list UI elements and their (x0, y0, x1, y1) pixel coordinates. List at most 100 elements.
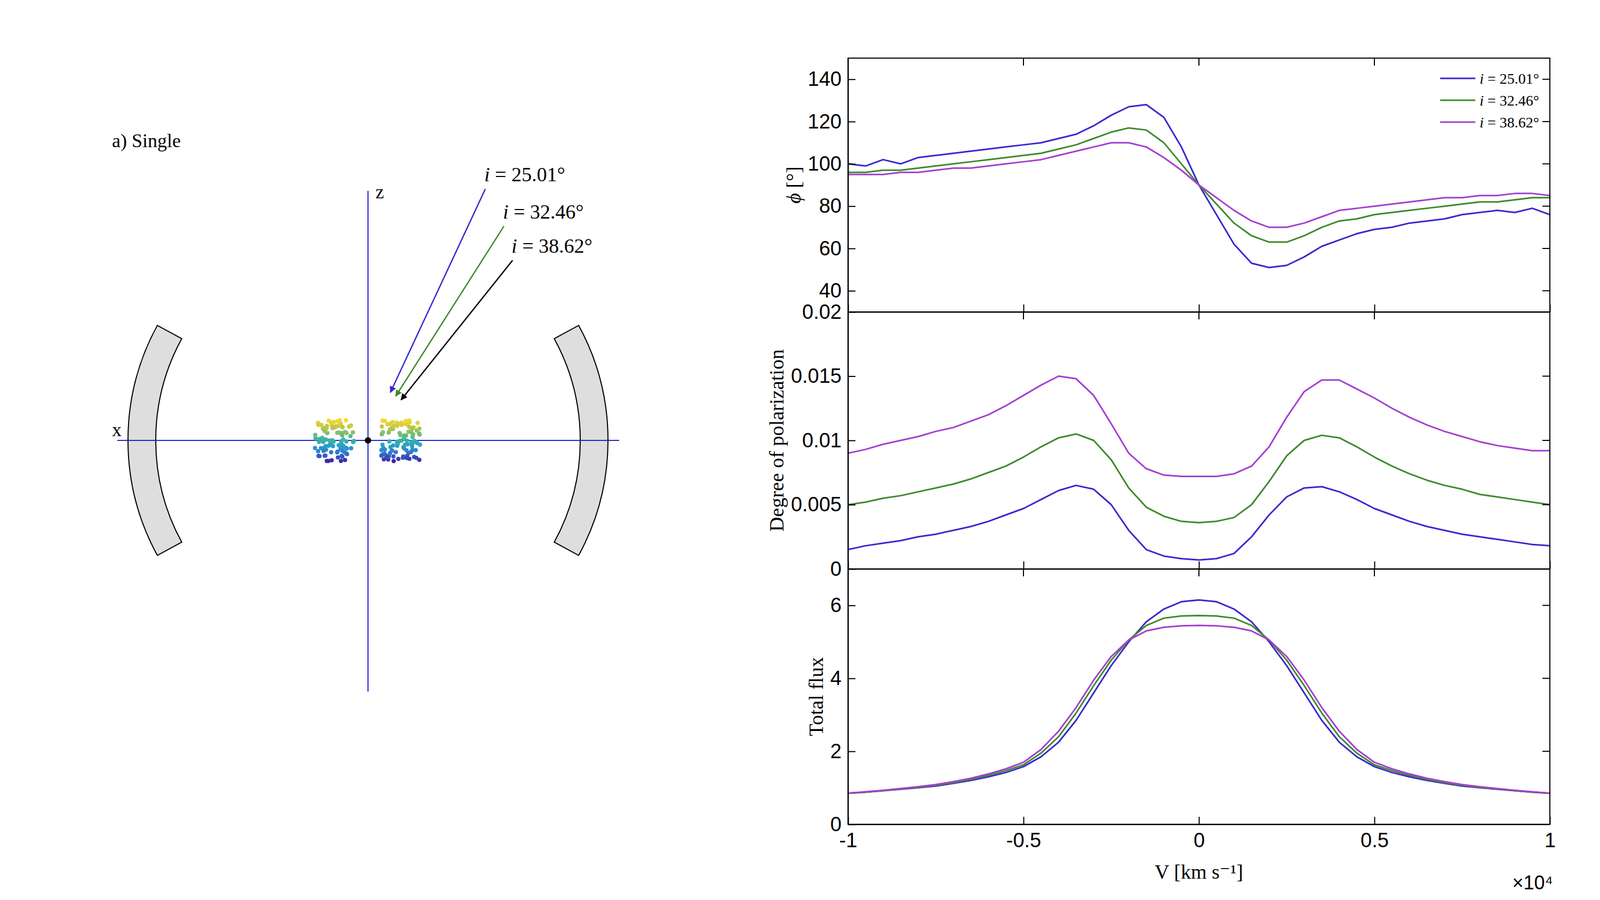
cloud-point (395, 441, 400, 446)
y-tick: 6 (830, 594, 856, 617)
inclination-label: i = 32.46° (502, 200, 584, 223)
legend-item: i = 38.62° (1440, 114, 1540, 131)
cloud-point (338, 459, 343, 464)
y-tick-label: 0 (830, 557, 842, 581)
x-tick (1198, 561, 1200, 570)
cloud-point (348, 423, 354, 428)
x-tick (848, 561, 849, 570)
cloud-point (379, 424, 384, 429)
x-tick-mark-top (1198, 569, 1200, 577)
y-tick: 120 (808, 110, 856, 133)
x-tick-mark-top (1198, 58, 1200, 66)
x-tick (1549, 561, 1551, 570)
math-symbol: i (1479, 92, 1484, 109)
cloud-point (414, 441, 420, 446)
cloud-point (404, 448, 409, 453)
text-rest: [°] (782, 166, 805, 194)
x-tick: -1 (839, 817, 858, 852)
cloud-point (390, 443, 396, 448)
y-tick-mark-right (1542, 311, 1550, 313)
legend-swatch (1440, 121, 1476, 124)
inclination-arrow (401, 260, 513, 400)
axis-domain (848, 58, 850, 313)
cloud-point (324, 425, 330, 430)
math-symbol: i (484, 163, 491, 186)
cloud-point (417, 426, 422, 431)
x-tick-mark-top (1549, 58, 1551, 66)
y-tick-mark (848, 504, 856, 506)
x-tick-mark (1023, 817, 1025, 825)
x-tick-mark (848, 304, 850, 312)
y-tick-mark (848, 290, 856, 292)
x-tick: 0 (1193, 817, 1205, 852)
diagram-axis-label: z (375, 181, 384, 203)
y-tick-label: 120 (808, 110, 842, 133)
text-rest: = 32.46° (508, 200, 584, 223)
series-line (848, 625, 1550, 794)
x-tick-mark-top (1373, 569, 1375, 577)
cloud-point (404, 456, 410, 461)
x-tick-mark-top (1549, 569, 1551, 577)
series-line (848, 616, 1550, 794)
y-tick-mark (848, 678, 856, 680)
x-tick-mark-top (1198, 312, 1200, 320)
legend-item: i = 25.01° (1440, 70, 1540, 87)
series-line (848, 128, 1550, 243)
x-tick-label: 0.5 (1360, 829, 1389, 852)
y-tick-label: 140 (808, 67, 842, 91)
cloud-point (335, 419, 340, 424)
inclination-label: i = 38.62° (511, 234, 593, 258)
cloud-point (382, 418, 388, 423)
x-tick-mark-top (1022, 312, 1024, 320)
plot-frame (848, 58, 1550, 312)
cloud-point (316, 422, 321, 428)
cloud-point (331, 420, 336, 425)
y-tick-mark-right (1542, 205, 1550, 207)
cloud-point (387, 439, 392, 444)
legend-label: i = 32.46° (1479, 92, 1540, 109)
series-line (848, 376, 1550, 477)
cloud-point (405, 442, 410, 447)
math-symbol: i (511, 234, 518, 258)
y-axis: 0246 (830, 569, 856, 836)
y-tick-label: 0.005 (790, 493, 842, 516)
x-tick (1198, 304, 1200, 312)
math-symbol: i (502, 200, 509, 223)
y-tick-mark (848, 312, 856, 314)
series-line (848, 104, 1550, 268)
legend-item: i = 32.46° (1440, 92, 1540, 109)
legend-label: i = 38.62° (1479, 114, 1540, 131)
y-tick: 2 (830, 740, 856, 763)
cloud-point (380, 430, 386, 435)
y-tick: 0.02 (802, 300, 856, 324)
cloud-point (340, 433, 345, 438)
x-tick (1549, 304, 1551, 312)
x-tick-label: 1 (1544, 829, 1556, 852)
text-rest: = 38.62° (1483, 114, 1540, 131)
x-tick (1023, 304, 1024, 312)
y-tick-mark-right (1542, 604, 1550, 606)
legend-swatch (1440, 77, 1476, 80)
axis-domain (848, 569, 850, 826)
cloud-point (334, 450, 340, 455)
x-tick-mark-top (1022, 58, 1024, 66)
cloud-point (317, 453, 322, 459)
chart-panel: 00.0050.010.0150.02Degree of polarizatio… (765, 300, 1551, 581)
cloud-point (348, 434, 353, 439)
x-tick-mark (1023, 561, 1025, 570)
y-tick-label: 100 (808, 152, 842, 175)
y-tick: 0.01 (802, 429, 856, 452)
y-tick-mark (848, 78, 856, 80)
text-rest: = 25.01° (1483, 70, 1540, 87)
x-tick: -0.5 (1006, 817, 1042, 852)
inclination-arrow (395, 226, 504, 397)
inclination-arrow (390, 188, 486, 393)
series-lines (848, 376, 1550, 561)
y-tick: 100 (808, 152, 856, 175)
y-tick-mark (848, 121, 856, 123)
cloud-point (411, 432, 416, 437)
cloud-point (403, 418, 408, 423)
cloud-point (336, 455, 341, 460)
y-tick-label: 0.01 (802, 429, 842, 452)
y-tick-mark-right (1542, 163, 1550, 165)
